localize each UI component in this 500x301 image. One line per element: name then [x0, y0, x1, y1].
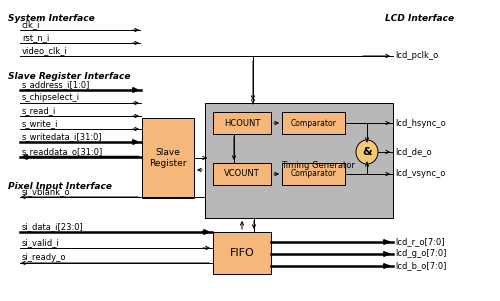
Text: lcd_vsync_o: lcd_vsync_o: [395, 169, 446, 178]
Text: si_data_i[23:0]: si_data_i[23:0]: [22, 222, 84, 231]
FancyBboxPatch shape: [213, 232, 271, 274]
Text: si_ready_o: si_ready_o: [22, 253, 66, 262]
Text: Timing Generator: Timing Generator: [281, 160, 355, 169]
FancyBboxPatch shape: [282, 163, 345, 185]
Text: si_valid_i: si_valid_i: [22, 238, 60, 247]
Text: lcd_b_o[7:0]: lcd_b_o[7:0]: [395, 262, 446, 271]
Text: s_writedata_i[31:0]: s_writedata_i[31:0]: [22, 132, 102, 141]
Text: FIFO: FIFO: [230, 248, 254, 258]
Ellipse shape: [356, 140, 378, 164]
Text: lcd_g_o[7:0]: lcd_g_o[7:0]: [395, 250, 446, 259]
Text: s_address_i[1:0]: s_address_i[1:0]: [22, 80, 90, 89]
Text: lcd_de_o: lcd_de_o: [395, 147, 432, 157]
Text: System Interface: System Interface: [8, 14, 95, 23]
Text: si_vblank_o: si_vblank_o: [22, 187, 70, 196]
Text: s_read_i: s_read_i: [22, 106, 56, 115]
Text: video_clk_i: video_clk_i: [22, 46, 68, 55]
Text: lcd_pclk_o: lcd_pclk_o: [395, 51, 438, 61]
Text: LCD Interface: LCD Interface: [385, 14, 454, 23]
Text: lcd_hsync_o: lcd_hsync_o: [395, 119, 446, 128]
Text: s_chipselect_i: s_chipselect_i: [22, 93, 80, 102]
FancyBboxPatch shape: [213, 112, 271, 134]
Text: &: &: [362, 147, 372, 157]
FancyBboxPatch shape: [282, 112, 345, 134]
Text: s_write_i: s_write_i: [22, 119, 59, 128]
Text: Slave Register Interface: Slave Register Interface: [8, 72, 130, 81]
Text: Comparator: Comparator: [290, 169, 337, 178]
Text: VCOUNT: VCOUNT: [224, 169, 260, 178]
FancyBboxPatch shape: [213, 163, 271, 185]
FancyBboxPatch shape: [205, 103, 393, 218]
Text: s_readdata_o[31:0]: s_readdata_o[31:0]: [22, 147, 103, 156]
FancyBboxPatch shape: [142, 118, 194, 198]
Text: lcd_r_o[7:0]: lcd_r_o[7:0]: [395, 237, 444, 247]
Text: Comparator: Comparator: [290, 119, 337, 128]
Text: rst_n_i: rst_n_i: [22, 33, 50, 42]
Text: HCOUNT: HCOUNT: [224, 119, 260, 128]
Text: Slave
Register: Slave Register: [149, 148, 187, 168]
Text: clk_i: clk_i: [22, 20, 40, 29]
Text: Pixel Input Interface: Pixel Input Interface: [8, 182, 112, 191]
